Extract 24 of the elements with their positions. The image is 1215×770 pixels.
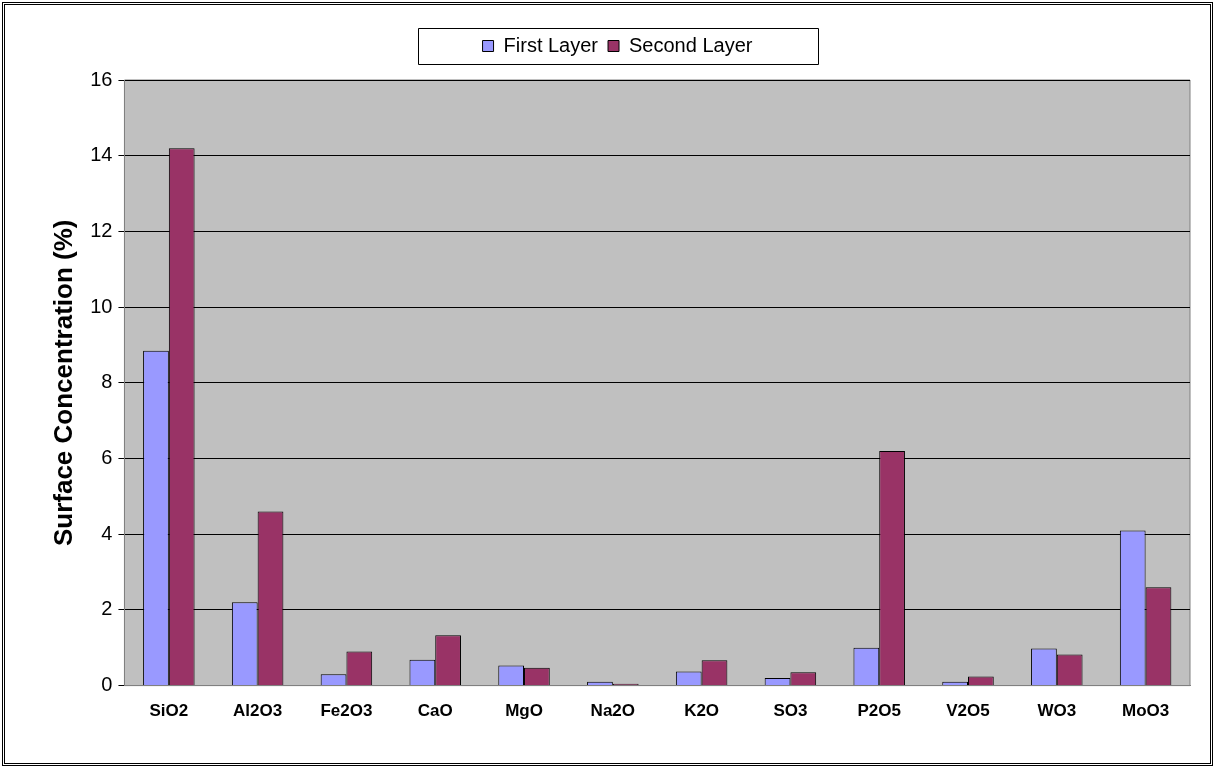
y-tick-label: 8 <box>101 370 113 393</box>
y-tick-label: 12 <box>90 218 113 241</box>
y-tick-label: 0 <box>101 673 113 696</box>
x-tick-label: K2O <box>684 701 720 721</box>
legend-label: Second Layer <box>629 33 753 56</box>
x-tick-label: Fe2O3 <box>320 701 373 721</box>
y-axis-title: Surface Concentration (%) <box>47 219 78 547</box>
y-tick-label: 14 <box>90 143 113 166</box>
x-tick-label: CaO <box>417 701 453 721</box>
x-tick-label: MoO3 <box>1121 701 1170 721</box>
x-tick-label: SiO2 <box>149 701 189 721</box>
legend-label: First Layer <box>503 33 599 56</box>
y-tick-label: 4 <box>101 521 113 544</box>
y-tick-label: 16 <box>90 67 113 90</box>
x-tick-label: SO3 <box>773 701 808 721</box>
x-tick-label: MgO <box>505 701 543 721</box>
y-tick-label: 6 <box>101 446 113 469</box>
x-tick-label: WO3 <box>1037 701 1077 721</box>
y-tick-label: 2 <box>101 597 113 620</box>
x-tick-label: V2O5 <box>946 701 990 721</box>
x-tick-label: Na2O <box>590 701 636 721</box>
x-tick-label: Al2O3 <box>233 701 283 721</box>
y-tick-label: 10 <box>90 294 113 317</box>
x-tick-label: P2O5 <box>857 701 901 721</box>
